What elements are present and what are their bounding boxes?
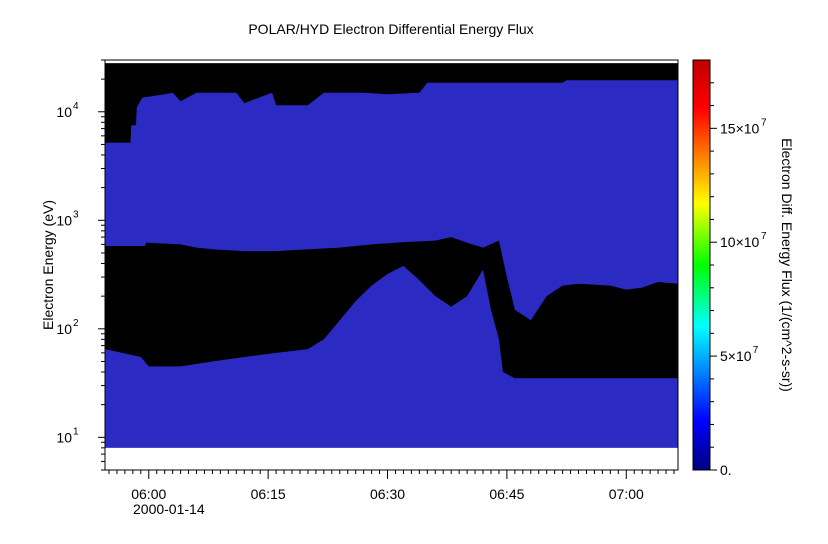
x-date-label: 2000-01-14	[133, 501, 205, 517]
colorbar-tick-label: 10×10	[720, 234, 760, 250]
x-tick-label: 06:45	[489, 486, 524, 502]
y-tick-label-exponent: 3	[73, 209, 79, 220]
chart-title: POLAR/HYD Electron Differential Energy F…	[248, 21, 533, 37]
no-data-region-lower	[105, 237, 678, 379]
colorbar-tick-label-exponent: 7	[761, 117, 767, 128]
colorbar	[692, 59, 711, 471]
colorbar-tick-label-exponent: 7	[753, 345, 759, 356]
colorbar-tick-label: 0.	[720, 462, 732, 478]
colorbar-label: Electron Diff. Energy Flux (1/(cm^2-s-sr…	[779, 138, 795, 392]
x-tick-label: 06:15	[251, 486, 286, 502]
no-data-region-upper	[105, 63, 678, 143]
y-tick-label: 10	[56, 429, 72, 445]
x-tick-label: 06:30	[370, 486, 405, 502]
y-tick-label-exponent: 2	[73, 318, 79, 329]
x-axis: 06:00 06:15 06:30 06:45 07:00	[108, 470, 675, 502]
x-tick-label: 07:00	[609, 486, 644, 502]
colorbar-tick-label: 15×10	[720, 120, 760, 136]
colorbar-tick-label: 5×10	[720, 348, 752, 364]
y-tick-label: 10	[56, 104, 72, 120]
plot-frame	[104, 59, 679, 471]
x-tick-label: 06:00	[131, 486, 166, 502]
y-tick-label: 10	[56, 321, 72, 337]
colorbar-axis: 0.5×10 710×10 715×10 7	[710, 82, 767, 478]
y-axis-label: Electron Energy (eV)	[40, 200, 56, 330]
y-tick-label: 10	[56, 212, 72, 228]
y-tick-label-exponent: 1	[73, 426, 79, 437]
plot-area	[105, 60, 678, 470]
colorbar-tick-label-exponent: 7	[761, 231, 767, 242]
y-tick-label-exponent: 4	[73, 101, 79, 112]
